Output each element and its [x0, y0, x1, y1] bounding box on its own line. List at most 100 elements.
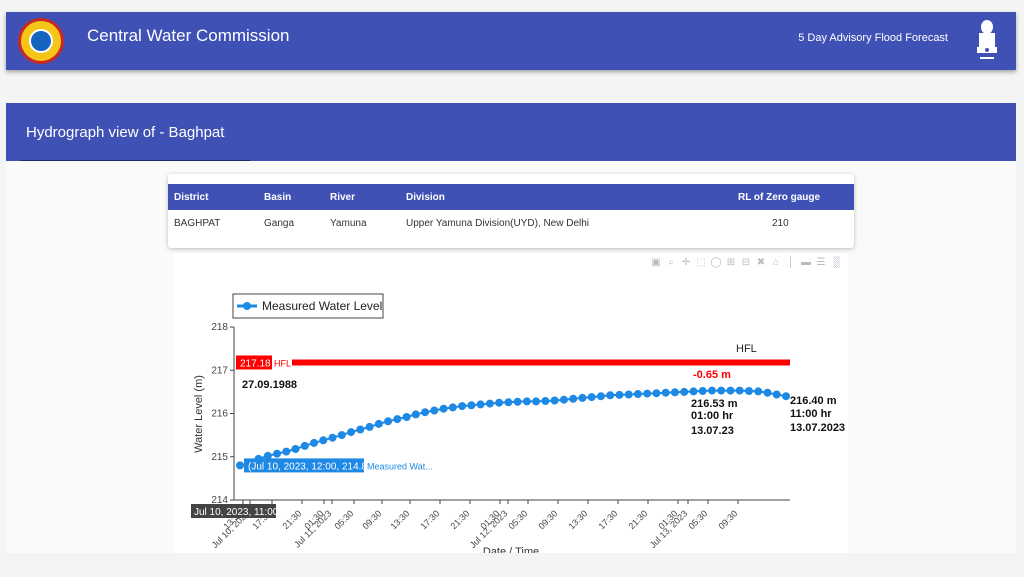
x-tick-label: 17:30: [596, 508, 619, 531]
series-point: [485, 399, 494, 408]
national-emblem-icon: [977, 20, 997, 59]
series-point: [291, 445, 300, 453]
cell-district: BAGHPAT: [174, 218, 221, 229]
top-app-bar: Central Water Commission 5 Day Advisory …: [6, 12, 1016, 70]
x-tick-label: 21:30: [626, 508, 649, 531]
section-underline: [20, 160, 250, 161]
series-point: [430, 406, 439, 415]
latest-level: 216.40 m: [790, 395, 837, 407]
hydrograph-plot: 214 215 216 217 218 Water Level (m) 13:30 Jul 1…: [191, 293, 845, 558]
series-point: [541, 397, 550, 405]
peak-time: 01:00 hr: [691, 410, 734, 422]
y-tick-label: 216: [211, 409, 228, 420]
station-info-card: District Basin River Division RL of Zero…: [168, 174, 854, 248]
series-point: [661, 388, 670, 397]
series-point: [606, 391, 615, 400]
box-select-icon[interactable]: ⬚: [696, 257, 706, 268]
hfl-badge-value: 217.18: [240, 358, 271, 369]
series-point: [569, 394, 578, 403]
peak-date: 13.07.23: [691, 425, 734, 437]
column-header-district: District: [174, 192, 209, 203]
series-point: [337, 431, 346, 440]
hover-point-label: (Jul 10, 2023, 12:00, 214.8): [248, 461, 370, 472]
app-title: Central Water Commission: [87, 26, 290, 45]
hfl-badge-tag: HFL: [274, 358, 291, 368]
hover-x-label: Jul 10, 2023, 11:00: [194, 507, 279, 518]
series-point: [698, 387, 707, 395]
zoom-icon[interactable]: ⌕: [668, 257, 674, 268]
series-point: [615, 390, 624, 399]
zoom-out-icon[interactable]: ⊟: [741, 257, 751, 268]
series-point: [365, 422, 374, 431]
pan-icon[interactable]: ✛: [681, 257, 691, 268]
series-point: [300, 441, 309, 450]
section-title: Hydrograph view of - Baghpat: [26, 124, 225, 141]
plotly-logo-icon[interactable]: ░: [832, 257, 840, 268]
series-point: [476, 400, 485, 409]
series-point: [596, 392, 605, 401]
series-point: [328, 433, 337, 442]
series-point: [356, 425, 365, 434]
spike-lines-icon[interactable]: │: [787, 257, 795, 268]
zoom-in-icon[interactable]: ⊞: [726, 257, 736, 268]
cell-rl-zero-gauge: 210: [772, 218, 789, 229]
series-point: [680, 387, 689, 396]
advisory-link[interactable]: 5 Day Advisory Flood Forecast: [798, 32, 948, 44]
hover-compare-icon[interactable]: ☰: [816, 257, 826, 268]
series-point: [310, 438, 318, 447]
x-tick-label: 13:30: [566, 508, 589, 531]
column-header-river: River: [330, 192, 356, 203]
series-point: [263, 451, 272, 460]
legend-swatch-marker: [243, 302, 251, 310]
series-point: [633, 390, 642, 398]
series-point: [772, 390, 781, 399]
series-point: [495, 398, 504, 407]
series-point: [467, 401, 476, 410]
hfl-date: 27.09.1988: [242, 379, 297, 391]
series-point: [689, 387, 698, 396]
series-point: [448, 403, 457, 412]
reset-axes-icon[interactable]: ⌂: [772, 257, 780, 268]
series-point: [754, 387, 763, 396]
latest-time: 11:00 hr: [790, 408, 832, 420]
x-tick-label: 21:30: [280, 508, 303, 531]
difference-label: -0.65 m: [693, 369, 731, 381]
series-point: [513, 397, 522, 406]
hydrograph-chart: ▣ ⌕ ✛ ⬚ ◯ ⊞ ⊟ ✖ ⌂ │ ▬ ☰ ░ 214 215 216 217 218 Water Level…: [174, 253, 848, 558]
series-point: [522, 397, 531, 406]
lasso-icon[interactable]: ◯: [710, 257, 722, 268]
cwc-logo-icon: [18, 18, 64, 64]
series-point: [384, 417, 393, 426]
series-point: [763, 388, 772, 397]
legend-label: Measured Water Level: [262, 299, 382, 313]
series-point: [374, 419, 383, 428]
camera-icon[interactable]: ▣: [651, 257, 661, 268]
series-point: [236, 461, 244, 470]
autoscale-icon[interactable]: ✖: [756, 257, 766, 268]
hfl-label: HFL: [736, 343, 757, 355]
peak-level: 216.53 m: [691, 398, 738, 410]
hfl-badge: [236, 355, 272, 370]
series-point: [458, 402, 467, 411]
series-point: [411, 410, 420, 419]
y-tick-label: 215: [211, 452, 228, 463]
series-point: [735, 386, 744, 395]
series-point: [559, 395, 568, 404]
latest-date: 13.07.2023: [790, 422, 845, 434]
series-point: [717, 386, 726, 395]
column-header-basin: Basin: [264, 192, 292, 203]
series-point: [670, 388, 679, 397]
series-point: [578, 393, 587, 402]
series-point: [319, 436, 328, 445]
hover-closest-icon[interactable]: ▬: [801, 257, 811, 268]
x-tick-label: 21:30: [448, 508, 471, 531]
y-tick-label: 214: [211, 495, 228, 506]
x-tick-label: 09:30: [360, 508, 383, 531]
series-point: [550, 396, 559, 405]
y-tick-label: 217: [211, 365, 228, 376]
column-header-division: Division: [406, 192, 445, 203]
x-tick-label: 05:30: [506, 508, 529, 531]
x-tick-label: 05:30: [686, 508, 709, 531]
series-point: [273, 449, 281, 458]
series-point: [282, 447, 291, 456]
